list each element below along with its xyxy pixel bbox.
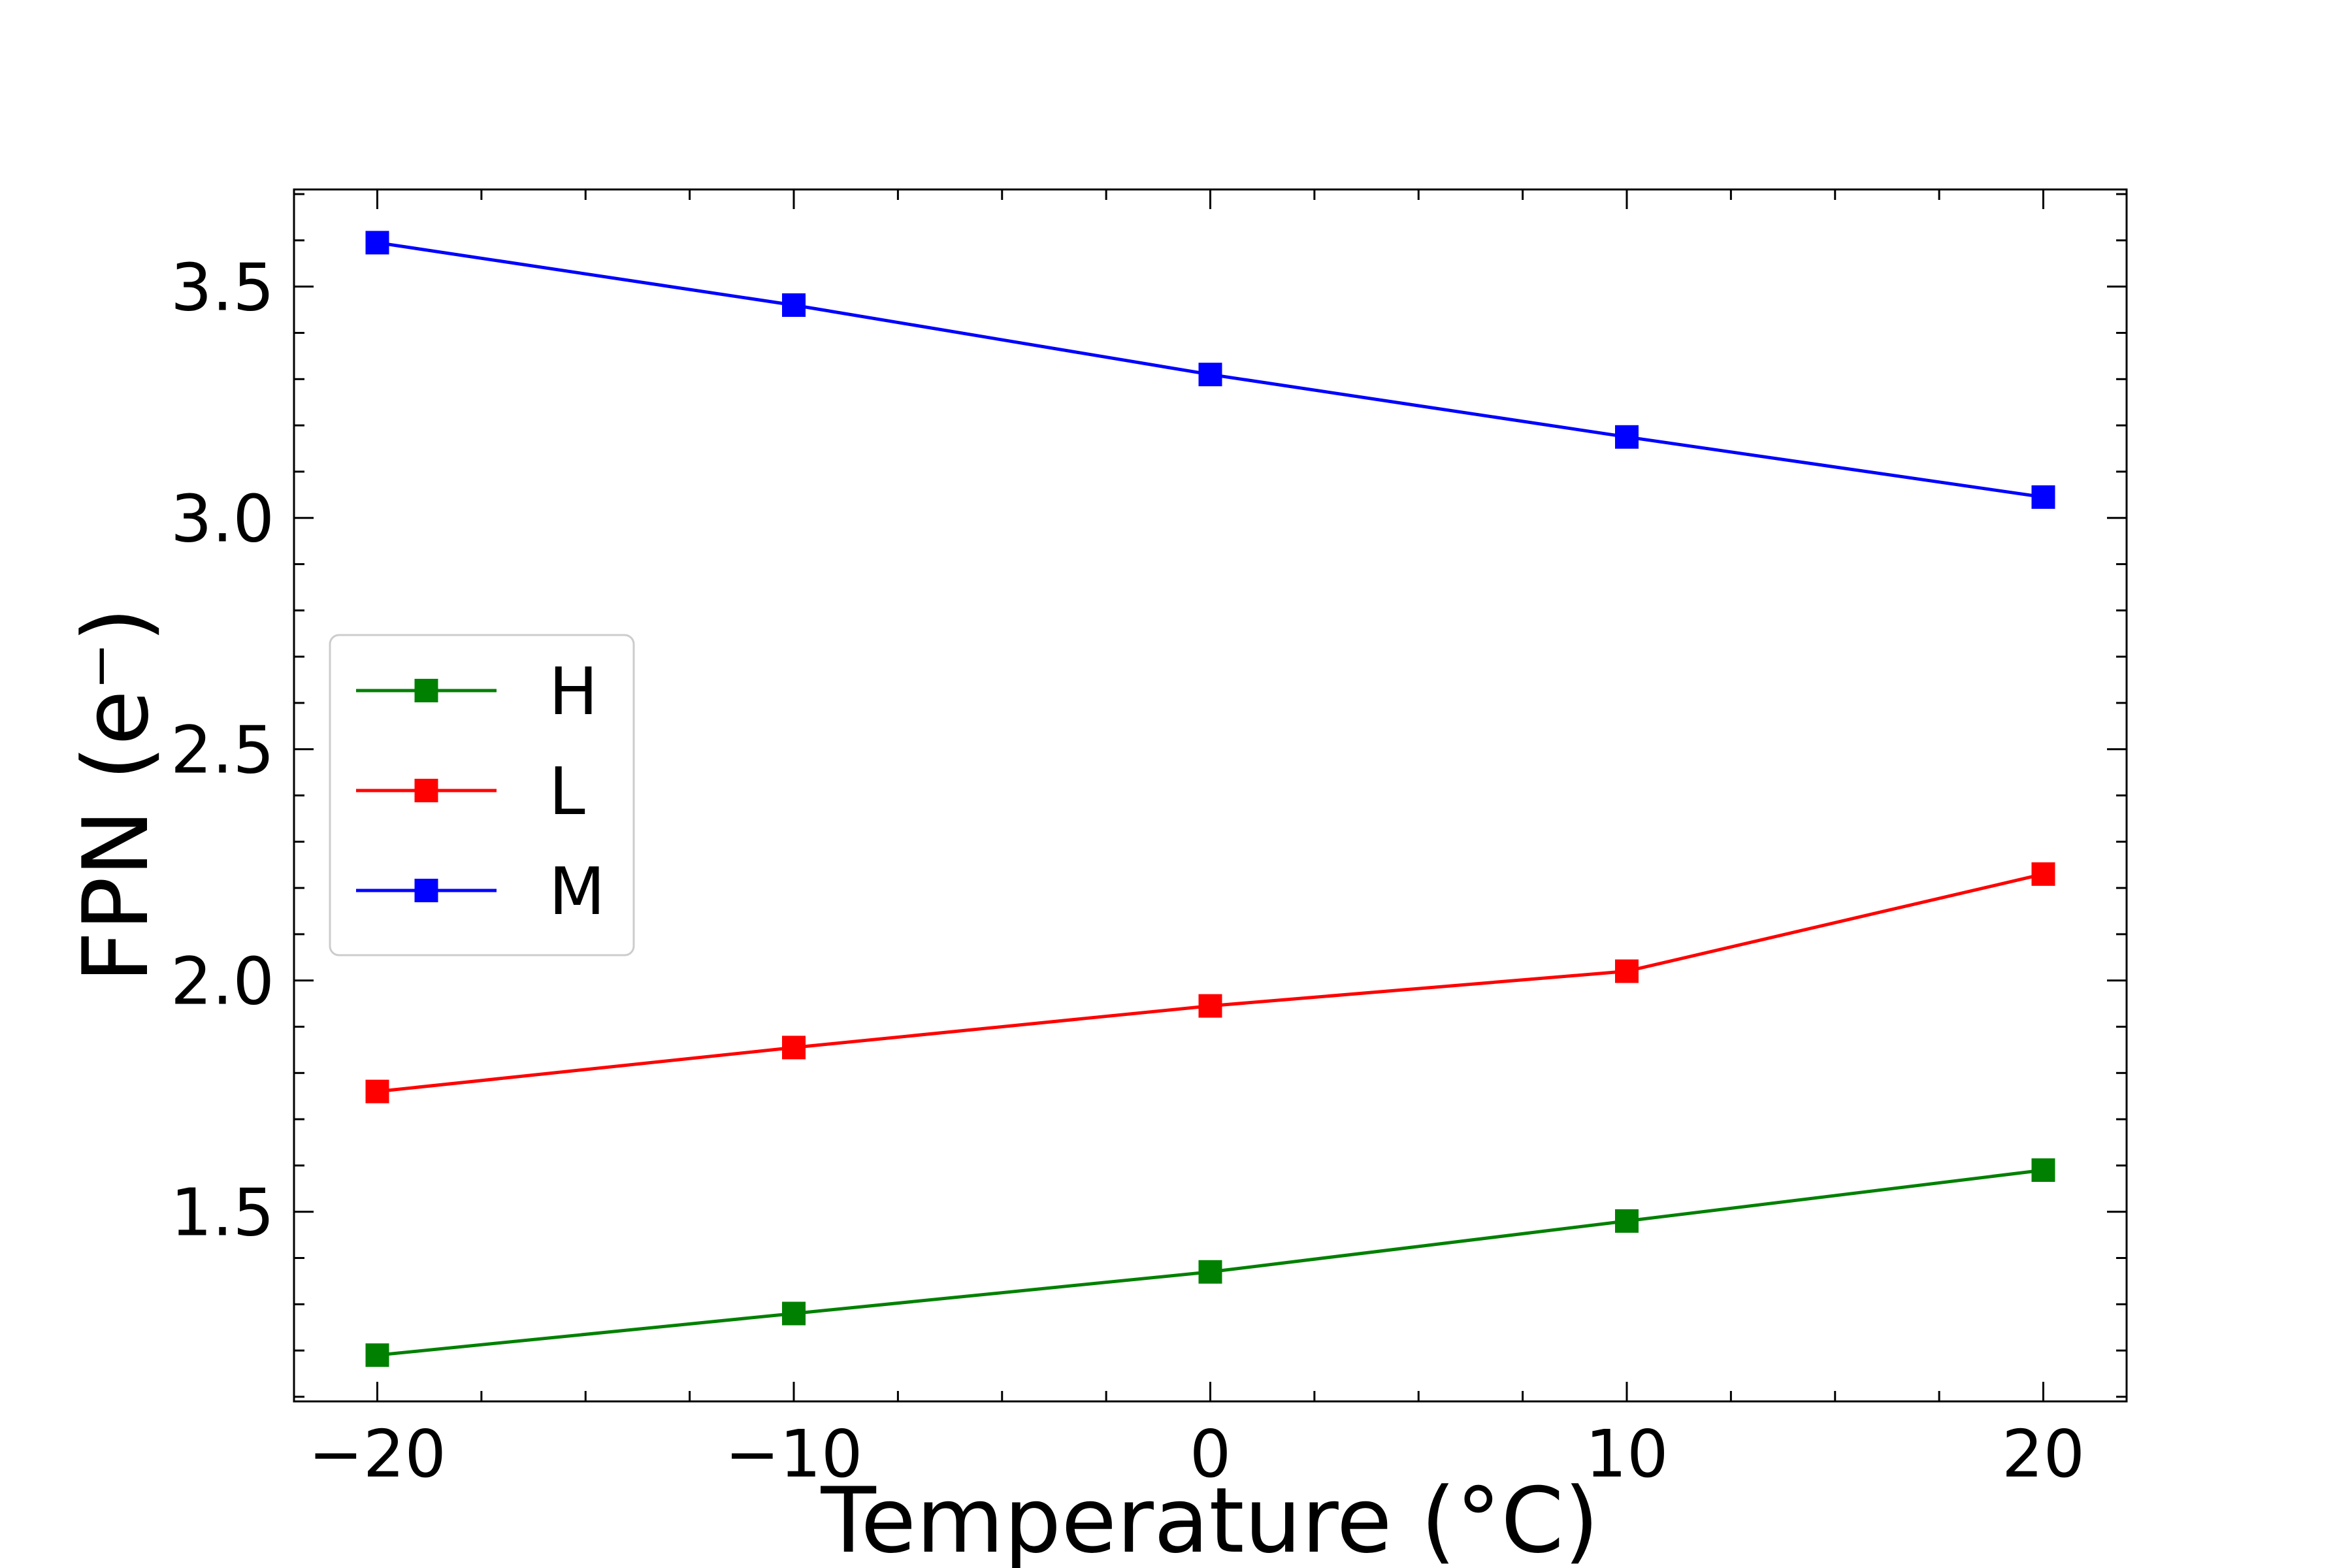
x-tick-label: 20 [2002, 1416, 2085, 1492]
legend-marker-M [414, 879, 438, 902]
data-point-H [2031, 1158, 2055, 1182]
y-tick-label: 3.5 [171, 250, 274, 326]
data-point-H [782, 1301, 806, 1326]
tick-labels: −20 −10 0 10 20 1.5 2.0 2.5 3.0 3.5 [171, 250, 2085, 1492]
data-point-H [365, 1343, 389, 1367]
data-point-M [365, 231, 389, 255]
plot-frame [293, 188, 2128, 1403]
x-tick-label: 10 [1585, 1416, 1668, 1492]
legend: HLM [329, 634, 635, 956]
data-point-M [2031, 485, 2055, 509]
y-tick-label: 2.5 [171, 712, 274, 789]
data-point-H [1198, 1260, 1222, 1284]
x-tick-label: −10 [725, 1416, 862, 1492]
data-point-M [1198, 363, 1222, 387]
legend-label-M: M [549, 853, 605, 930]
x-tick-label: −20 [308, 1416, 446, 1492]
y-tick-label: 1.5 [171, 1175, 274, 1251]
x-axis-label: Temperature (°C) [820, 1468, 1599, 1568]
data-point-L [1615, 959, 1639, 983]
legend-label-L: L [549, 753, 585, 830]
data-point-L [1198, 994, 1222, 1018]
x-tick-label: 0 [1190, 1416, 1232, 1492]
data-point-L [2031, 862, 2055, 886]
legend-marker-L [414, 779, 438, 802]
y-axis-label: FPN (e⁻) [63, 607, 169, 983]
series-layer [365, 231, 2055, 1367]
y-tick-label: 2.0 [171, 943, 274, 1020]
y-tick-label: 3.0 [171, 481, 274, 557]
legend-label-H: H [549, 653, 598, 730]
minor-ticks [294, 189, 2127, 1401]
data-point-M [782, 293, 806, 318]
data-point-L [782, 1036, 806, 1060]
legend-marker-H [414, 679, 438, 702]
data-point-L [365, 1079, 389, 1103]
legend-entries: HLM [356, 653, 605, 930]
data-point-H [1615, 1209, 1639, 1233]
data-point-M [1615, 425, 1639, 449]
legend-box [329, 634, 635, 956]
major-ticks [294, 189, 2127, 1401]
